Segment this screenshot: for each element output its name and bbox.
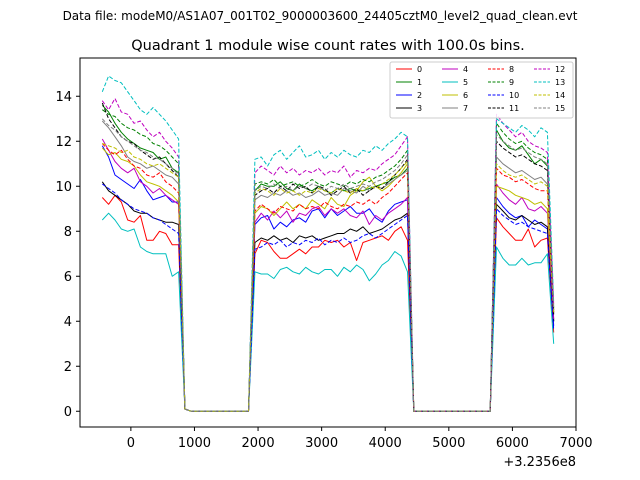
legend-label-11: 11 [509,104,519,113]
legend-label-9: 9 [509,78,514,87]
legend-label-8: 8 [509,65,514,74]
legend-label-5: 5 [463,78,468,87]
legend-label-12: 12 [555,65,565,74]
x-tick-label: 6000 [496,436,529,451]
y-tick-label: 8 [64,225,72,240]
plot-area: 0 1000 2000 3000 4000 5000 6000 7000 0246810121… [55,57,593,451]
x-tick-label: 2000 [242,436,275,451]
legend-label-13: 13 [555,78,565,87]
x-tick-label: 4000 [369,436,402,451]
legend-label-1: 1 [417,78,422,87]
y-tick-label: 4 [64,315,72,330]
y-tick-label: 6 [64,270,72,285]
x-tick-label: 0 [127,436,135,451]
series-line-15 [101,118,555,412]
legend-label-14: 14 [555,91,565,100]
series-layer [101,75,555,412]
legend-label-0: 0 [417,65,422,74]
legend-label-7: 7 [463,104,468,113]
legend-label-10: 10 [509,91,519,100]
legend-label-3: 3 [417,104,422,113]
x-tick-label: 5000 [432,436,465,451]
legend-label-6: 6 [463,91,468,100]
axes-frame [79,57,577,428]
legend-label-2: 2 [417,91,422,100]
y-axis: 0 2 4 6 8 10 12 14 [55,90,80,420]
y-tick-label: 2 [64,360,72,375]
legend-box [389,61,574,119]
y-tick-label: 14 [55,90,72,105]
x-tick-label: 7000 [559,436,592,451]
x-axis: 0 1000 2000 3000 4000 5000 6000 7000 [127,427,593,451]
series-line-9 [102,109,555,412]
series-line-8 [101,143,555,412]
legend-label-15: 15 [555,104,565,113]
y-tick-label: 10 [55,180,72,195]
x-offset-label: +3.2356e8 [503,455,576,470]
x-tick-label: 3000 [305,436,338,451]
chart-title: Quadrant 1 module wise count rates with … [131,38,525,54]
legend-label-4: 4 [463,65,468,74]
x-tick-label: 1000 [178,436,211,451]
y-tick-label: 12 [55,135,72,150]
suptitle: Data file: modeM0/AS1A07_001T02_90000036… [63,9,578,23]
y-tick-label: 0 [64,405,72,420]
